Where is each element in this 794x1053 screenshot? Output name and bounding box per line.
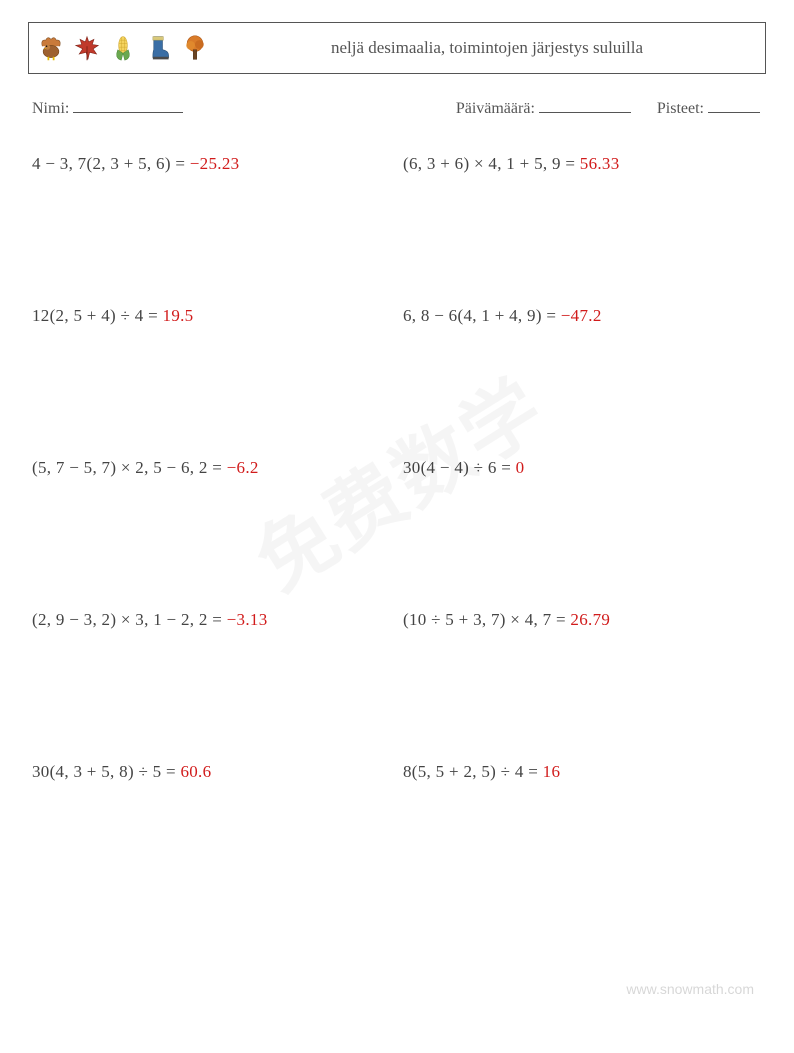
date-label: Päivämäärä:: [456, 100, 535, 117]
header-box: neljä desimaalia, toimintojen järjestys …: [28, 22, 766, 74]
problem-expression: 4 − 3, 7(2, 3 + 5, 6) =: [32, 154, 190, 173]
problem-answer: 56.33: [580, 154, 620, 173]
autumn-tree-icon: [181, 34, 209, 62]
problem-2: (6, 3 + 6) × 4, 1 + 5, 9 = 56.33: [403, 154, 764, 174]
problems-grid: 4 − 3, 7(2, 3 + 5, 6) = −25.23 (6, 3 + 6)…: [28, 154, 766, 782]
problem-8: (10 ÷ 5 + 3, 7) × 4, 7 = 26.79: [403, 610, 764, 630]
corn-icon: [109, 34, 137, 62]
problem-5: (5, 7 − 5, 7) × 2, 5 − 6, 2 = −6.2: [32, 458, 393, 478]
problem-answer: −47.2: [561, 306, 602, 325]
name-field: Nimi:: [32, 98, 183, 118]
info-row: Nimi: Päivämäärä: Pisteet:: [28, 98, 766, 118]
problem-answer: −3.13: [227, 610, 268, 629]
problem-expression: 12(2, 5 + 4) ÷ 4 =: [32, 306, 163, 325]
problem-answer: −6.2: [227, 458, 259, 477]
footer-url: www.snowmath.com: [626, 981, 754, 997]
worksheet-title: neljä desimaalia, toimintojen järjestys …: [209, 23, 765, 73]
problem-4: 6, 8 − 6(4, 1 + 4, 9) = −47.2: [403, 306, 764, 326]
problem-expression: 30(4, 3 + 5, 8) ÷ 5 =: [32, 762, 180, 781]
problem-3: 12(2, 5 + 4) ÷ 4 = 19.5: [32, 306, 393, 326]
problem-answer: 0: [516, 458, 525, 477]
problem-1: 4 − 3, 7(2, 3 + 5, 6) = −25.23: [32, 154, 393, 174]
score-label: Pisteet:: [657, 100, 704, 117]
boot-icon: [145, 34, 173, 62]
problem-answer: 19.5: [163, 306, 194, 325]
problem-10: 8(5, 5 + 2, 5) ÷ 4 = 16: [403, 762, 764, 782]
problem-expression: 8(5, 5 + 2, 5) ÷ 4 =: [403, 762, 543, 781]
problem-answer: 26.79: [570, 610, 610, 629]
problem-9: 30(4, 3 + 5, 8) ÷ 5 = 60.6: [32, 762, 393, 782]
maple-leaf-icon: [73, 34, 101, 62]
problem-expression: (2, 9 − 3, 2) × 3, 1 − 2, 2 =: [32, 610, 227, 629]
date-field: Päivämäärä:: [456, 98, 631, 118]
header-icons: [29, 23, 209, 73]
problem-expression: (5, 7 − 5, 7) × 2, 5 − 6, 2 =: [32, 458, 227, 477]
problem-answer: 16: [543, 762, 561, 781]
score-field: Pisteet:: [657, 98, 760, 118]
score-blank: [708, 98, 760, 113]
problem-6: 30(4 − 4) ÷ 6 = 0: [403, 458, 764, 478]
problem-expression: 30(4 − 4) ÷ 6 =: [403, 458, 516, 477]
problem-answer: −25.23: [190, 154, 240, 173]
problem-expression: (6, 3 + 6) × 4, 1 + 5, 9 =: [403, 154, 580, 173]
name-blank: [73, 98, 183, 113]
turkey-icon: [37, 34, 65, 62]
name-label: Nimi:: [32, 100, 69, 117]
problem-answer: 60.6: [180, 762, 211, 781]
problem-expression: (10 ÷ 5 + 3, 7) × 4, 7 =: [403, 610, 570, 629]
date-blank: [539, 98, 631, 113]
problem-7: (2, 9 − 3, 2) × 3, 1 − 2, 2 = −3.13: [32, 610, 393, 630]
problem-expression: 6, 8 − 6(4, 1 + 4, 9) =: [403, 306, 561, 325]
